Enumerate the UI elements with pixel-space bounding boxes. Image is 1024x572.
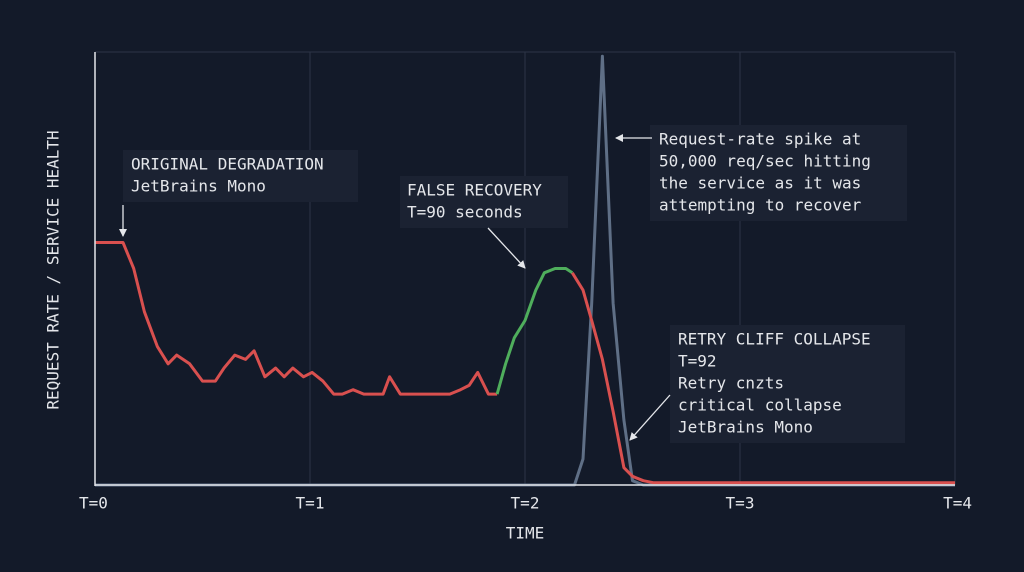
annotation-text: ORIGINAL DEGRADATION — [131, 155, 324, 174]
annotation-text: T=92 — [678, 352, 717, 371]
annotation-text: the service as it was — [659, 174, 861, 193]
series-line — [571, 272, 955, 485]
annotation-text: FALSE RECOVERY — [407, 181, 542, 200]
x-tick-label: T=1 — [296, 494, 325, 513]
x-axis-label: TIME — [506, 524, 545, 543]
x-tick-label: T=2 — [511, 494, 540, 513]
annotation-text: 50,000 req/sec hitting — [659, 152, 871, 171]
annotation-text: Retry cnzts — [678, 374, 784, 393]
series-line — [95, 241, 498, 396]
series-line — [95, 54, 955, 487]
series-line — [495, 267, 574, 395]
annotation-text: Request-rate spike at — [659, 130, 861, 149]
annotation-text: JetBrains Mono — [678, 418, 813, 437]
arrow — [487, 227, 526, 269]
annotations: ORIGINAL DEGRADATION JetBrains Mono FALSE … — [123, 125, 907, 443]
annotation-text: T=90 seconds — [407, 203, 523, 222]
annotation-box — [400, 176, 568, 228]
annotation-text: critical collapse — [678, 396, 842, 415]
annotation-text: attempting to recover — [659, 196, 862, 215]
y-axis-label: REQUEST RATE / SERVICE HEALTH — [44, 130, 63, 409]
annotation-text: RETRY CLIFF COLLAPSE — [678, 330, 871, 349]
x-tick-label: T=4 — [943, 494, 972, 513]
annotation-box — [650, 125, 907, 221]
annotation-box — [123, 150, 358, 202]
arrow — [629, 394, 671, 441]
annotation-text: JetBrains Mono — [131, 177, 266, 196]
x-tick-label: T=3 — [726, 494, 755, 513]
x-tick-label: T=0 — [79, 494, 108, 513]
annotation-box — [670, 325, 905, 443]
lines — [95, 54, 955, 487]
